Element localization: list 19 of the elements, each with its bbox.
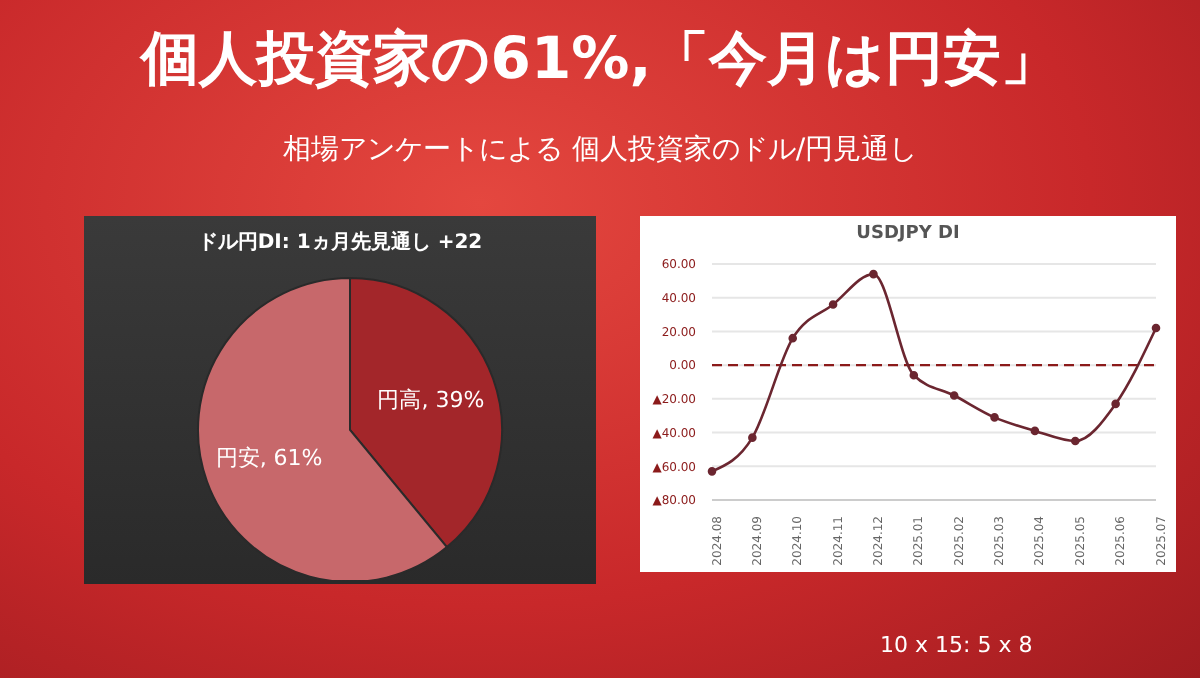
- slice-label: 円安, 61%: [215, 445, 323, 472]
- point: [990, 413, 999, 422]
- point: [869, 269, 878, 279]
- slice-label: 円高, 39%: [377, 386, 485, 413]
- point: [1111, 399, 1120, 409]
- text: 相場アンケートによる 個人投資家のドル/円見通し: [280, 132, 920, 168]
- chart-title: ドル円DI: 1ヵ月先見通し +22: [195, 229, 485, 256]
- point: [1151, 323, 1161, 333]
- point: [828, 300, 838, 309]
- point: [748, 433, 757, 442]
- point: [949, 391, 959, 400]
- chart-title: USDJPY DI: [854, 224, 962, 244]
- text: 個人投資家の61%,「今月は円安」: [137, 22, 1062, 96]
- point: [788, 333, 798, 343]
- point: [909, 370, 919, 380]
- point: [1070, 436, 1080, 446]
- text: 10 x 15: 5 x 8: [880, 632, 1033, 658]
- point: [707, 467, 717, 476]
- point: [1030, 426, 1040, 436]
